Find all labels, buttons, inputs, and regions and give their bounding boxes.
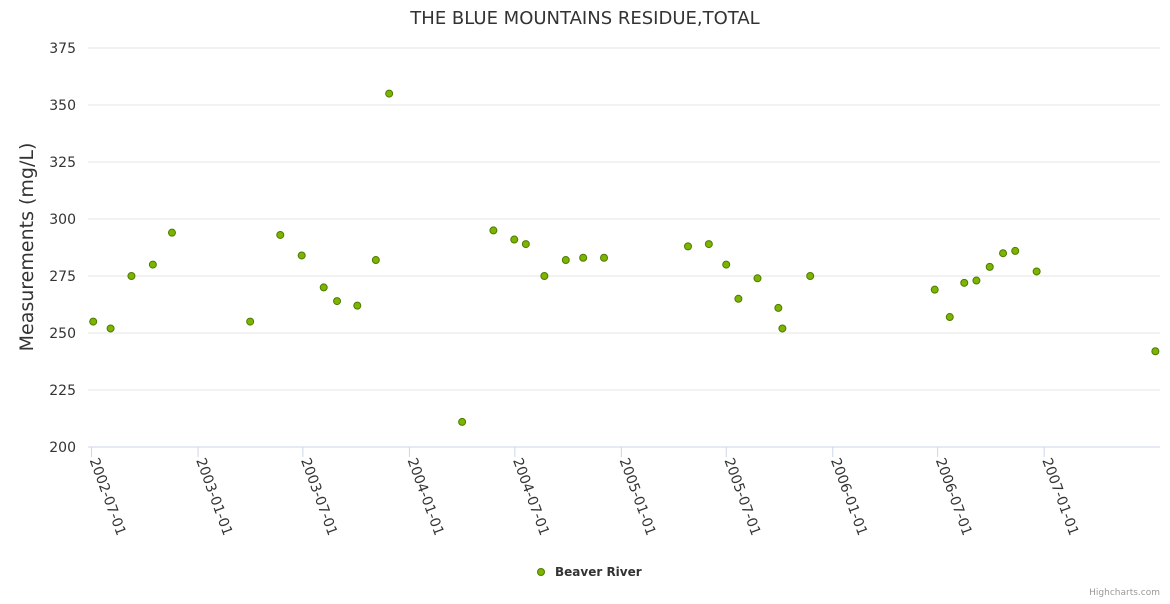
data-point[interactable] [1032,267,1041,276]
data-point[interactable] [778,324,787,333]
credits[interactable]: Highcharts.com [1089,588,1160,598]
data-point[interactable] [127,272,136,280]
y-tick-label: 250 [49,326,76,342]
data-point[interactable] [600,253,609,262]
data-point[interactable] [276,230,285,239]
legend-marker [537,568,545,576]
grid-lines [88,47,1160,391]
data-point[interactable] [489,226,498,235]
x-axis-ticks: 2002-07-01 2003-01-01 2003-07-01 2004-01-01… [86,447,1081,538]
data-point[interactable] [371,256,380,265]
data-point[interactable] [930,285,939,294]
data-point[interactable] [540,272,549,280]
data-point[interactable] [510,235,519,244]
data-points [89,89,1160,426]
x-tick-label: 2002-07-01 [86,456,129,538]
data-point[interactable] [319,283,328,292]
data-point[interactable] [458,417,467,426]
data-point[interactable] [806,272,815,280]
legend[interactable]: Beaver River [537,565,642,579]
data-point[interactable] [734,294,743,303]
data-point[interactable] [1011,246,1020,255]
data-point[interactable] [167,228,176,237]
x-tick-label: 2006-07-01 [932,456,975,538]
y-tick-label: 325 [49,155,76,171]
y-tick-label: 200 [49,440,76,456]
x-tick-label: 2003-01-01 [192,456,235,538]
chart-title: THE BLUE MOUNTAINS RESIDUE,TOTAL [409,8,759,29]
y-tick-label: 375 [49,41,76,57]
x-tick-label: 2007-01-01 [1038,456,1081,538]
data-point[interactable] [722,260,731,269]
data-point[interactable] [985,262,994,271]
x-tick-label: 2003-07-01 [297,456,340,538]
y-tick-label: 275 [49,269,76,285]
legend-item-label[interactable]: Beaver River [555,565,642,579]
data-point[interactable] [753,274,762,283]
x-tick-label: 2004-07-01 [509,456,552,538]
x-tick-label: 2004-01-01 [404,456,447,538]
y-axis-ticks: 200 225 250 275 300 325 350 375 [49,41,76,456]
y-axis-label: Measurements (mg/L) [16,143,38,352]
data-point[interactable] [246,317,255,326]
data-point[interactable] [999,249,1008,258]
data-point[interactable] [561,256,570,265]
data-point[interactable] [521,240,530,249]
data-point[interactable] [579,253,588,262]
data-point[interactable] [774,303,783,312]
data-point[interactable] [297,251,306,260]
data-point[interactable] [333,297,342,306]
data-point[interactable] [148,260,157,269]
y-tick-label: 300 [49,212,76,228]
data-point[interactable] [385,89,394,98]
data-point[interactable] [972,276,981,285]
x-tick-label: 2006-01-01 [827,456,870,538]
x-tick-label: 2005-07-01 [720,456,763,538]
data-point[interactable] [704,240,713,249]
data-point[interactable] [1151,347,1160,356]
x-tick-label: 2005-01-01 [616,456,659,538]
data-point[interactable] [945,313,954,322]
data-point[interactable] [353,301,362,310]
data-point[interactable] [106,324,115,333]
data-point[interactable] [683,242,692,251]
y-tick-label: 350 [49,98,76,114]
y-tick-label: 225 [49,383,76,399]
data-point[interactable] [960,278,969,287]
data-point[interactable] [89,317,98,326]
